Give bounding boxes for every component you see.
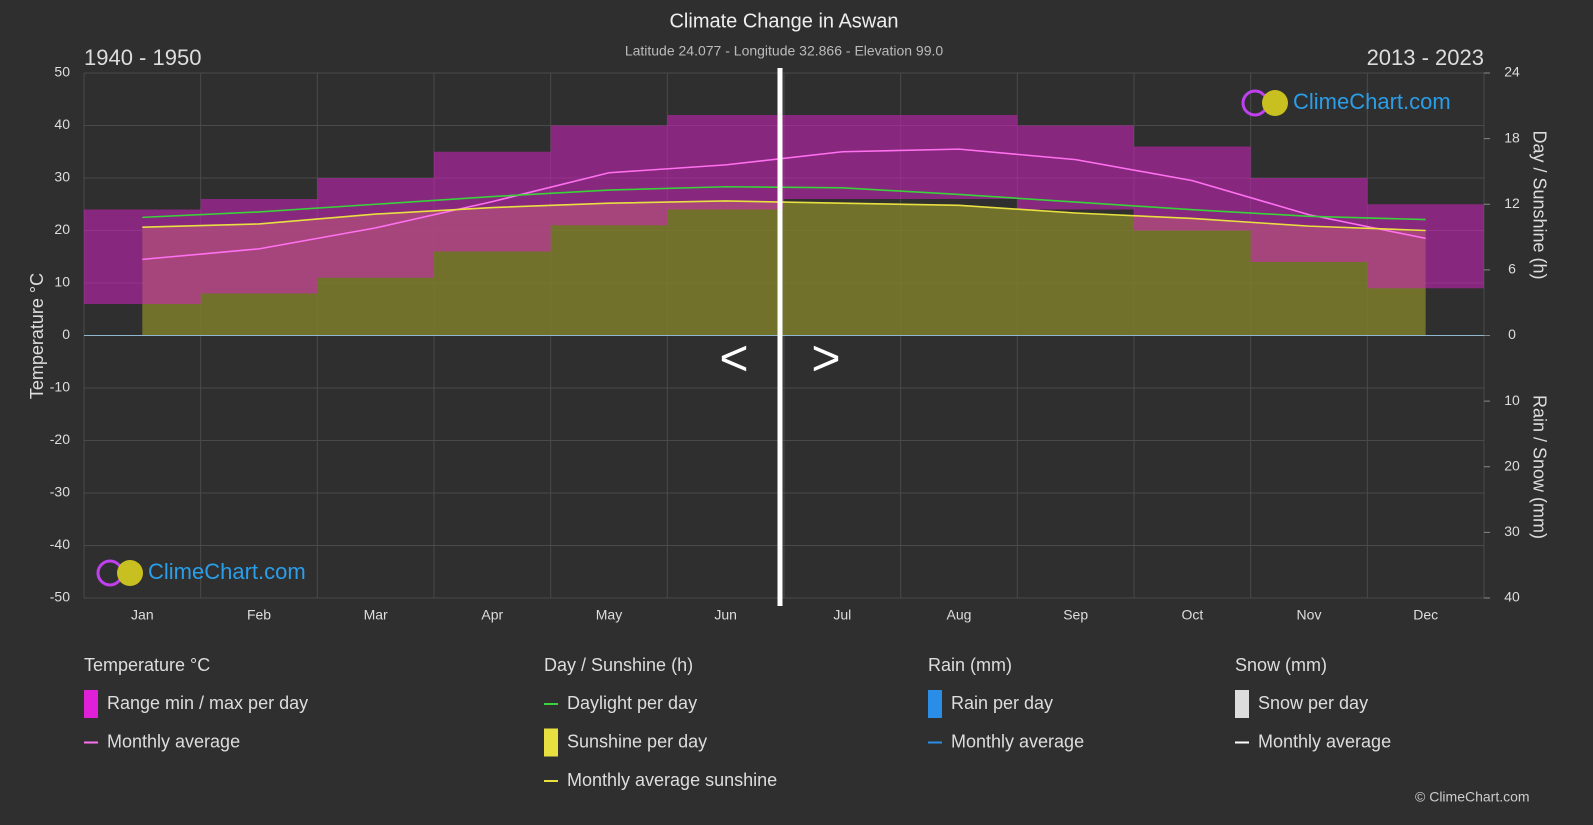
legend-label: Monthly average xyxy=(951,731,1084,751)
x-tick-label: Oct xyxy=(1181,607,1203,623)
temp-range xyxy=(1017,125,1134,210)
legend-label: Monthly average xyxy=(107,731,240,751)
logo-sun xyxy=(1262,90,1288,116)
chart-subtitle: Latitude 24.077 - Longitude 32.866 - Ele… xyxy=(625,43,944,59)
y3-tick-label: 20 xyxy=(1504,457,1520,473)
y3-axis-label: Rain / Snow (mm) xyxy=(1529,395,1549,539)
y2-axis-label: Day / Sunshine (h) xyxy=(1529,130,1549,279)
x-tick-label: Mar xyxy=(364,607,388,623)
x-tick-label: May xyxy=(596,607,622,623)
temp-range xyxy=(550,125,668,226)
daylight-line xyxy=(142,185,1426,221)
temp-line xyxy=(142,148,1426,261)
y2-tick-label: 24 xyxy=(1504,64,1520,80)
period-left: 1940 - 1950 xyxy=(84,45,201,70)
y3-tick-label: 10 xyxy=(1504,392,1520,408)
x-tick-label: Dec xyxy=(1413,607,1438,623)
temp-range xyxy=(1367,204,1484,289)
y3-tick-label: 40 xyxy=(1504,589,1520,605)
y2-tick-label: 6 xyxy=(1508,261,1516,277)
temp-range xyxy=(200,199,318,294)
temp-range xyxy=(784,115,901,199)
y-tick-label: 40 xyxy=(54,116,70,132)
nav-prev[interactable]: < xyxy=(719,330,748,386)
copyright: © ClimeChart.com xyxy=(1415,789,1530,805)
x-tick-label: Jan xyxy=(131,607,154,623)
x-tick-label: Sep xyxy=(1063,607,1088,623)
y-tick-label: -30 xyxy=(50,484,70,500)
sunshine-line xyxy=(142,200,1426,232)
watermark: ClimeChart.com xyxy=(148,559,306,584)
x-tick-label: Jul xyxy=(833,607,851,623)
x-tick-label: Aug xyxy=(947,607,972,623)
x-tick-label: Jun xyxy=(714,607,737,623)
legend-label: Range min / max per day xyxy=(107,693,308,713)
y-tick-label: 20 xyxy=(54,221,70,237)
y2-tick-label: 0 xyxy=(1508,326,1516,342)
y-tick-label: -40 xyxy=(50,536,70,552)
y2-tick-label: 12 xyxy=(1504,195,1520,211)
legend-label: Monthly average xyxy=(1258,731,1391,751)
y-axis-label: Temperature °C xyxy=(27,273,47,399)
x-tick-label: Apr xyxy=(481,607,503,623)
y-tick-label: -20 xyxy=(50,431,70,447)
y3-tick-label: 30 xyxy=(1504,523,1520,539)
logo-sun xyxy=(117,560,143,586)
legend-label: Monthly average sunshine xyxy=(567,770,777,790)
watermark: ClimeChart.com xyxy=(1293,89,1451,114)
legend-swatch xyxy=(928,690,942,718)
temp-range xyxy=(900,115,1018,199)
legend-heading: Temperature °C xyxy=(84,655,210,675)
legend-swatch xyxy=(1235,690,1249,718)
y2-tick-label: 18 xyxy=(1504,129,1520,145)
legend-swatch xyxy=(84,690,98,718)
legend-label: Rain per day xyxy=(951,693,1053,713)
legend-label: Daylight per day xyxy=(567,693,697,713)
y-tick-label: 30 xyxy=(54,169,70,185)
y-tick-label: 10 xyxy=(54,274,70,290)
nav-next[interactable]: > xyxy=(811,330,840,386)
y-tick-label: -50 xyxy=(50,589,70,605)
legend-label: Snow per day xyxy=(1258,693,1368,713)
y-tick-label: -10 xyxy=(50,379,70,395)
period-right: 2013 - 2023 xyxy=(1367,45,1484,70)
legend-label: Sunshine per day xyxy=(567,731,707,751)
legend-heading: Rain (mm) xyxy=(928,655,1012,675)
chart-title: Climate Change in Aswan xyxy=(669,10,898,32)
y-tick-label: 0 xyxy=(62,326,70,342)
legend-swatch xyxy=(544,728,558,757)
legend-heading: Snow (mm) xyxy=(1235,655,1327,675)
temp-range xyxy=(84,209,201,304)
x-tick-label: Feb xyxy=(247,607,271,623)
temp-range xyxy=(667,115,784,210)
temp-range xyxy=(1250,178,1368,262)
x-tick-label: Nov xyxy=(1297,607,1322,623)
legend-heading: Day / Sunshine (h) xyxy=(544,655,693,675)
y-tick-label: 50 xyxy=(54,64,70,80)
